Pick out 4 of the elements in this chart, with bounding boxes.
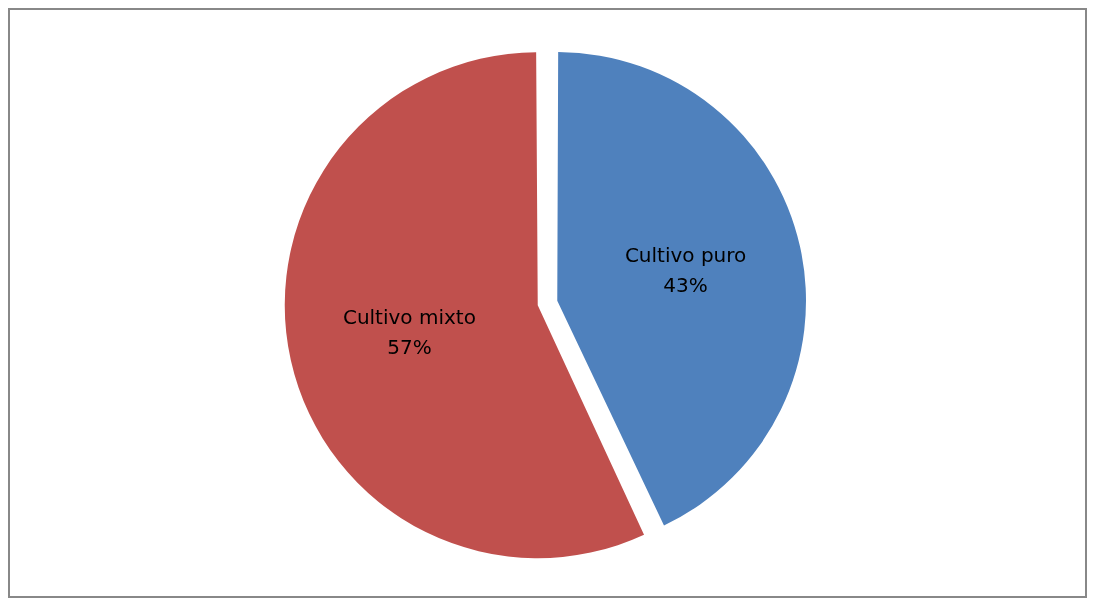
slice-label: Cultivo mixto	[342, 305, 476, 330]
data-label: 43%	[663, 273, 708, 298]
data-label: 57%	[387, 335, 432, 360]
slice-label: Cultivo puro	[624, 243, 747, 268]
